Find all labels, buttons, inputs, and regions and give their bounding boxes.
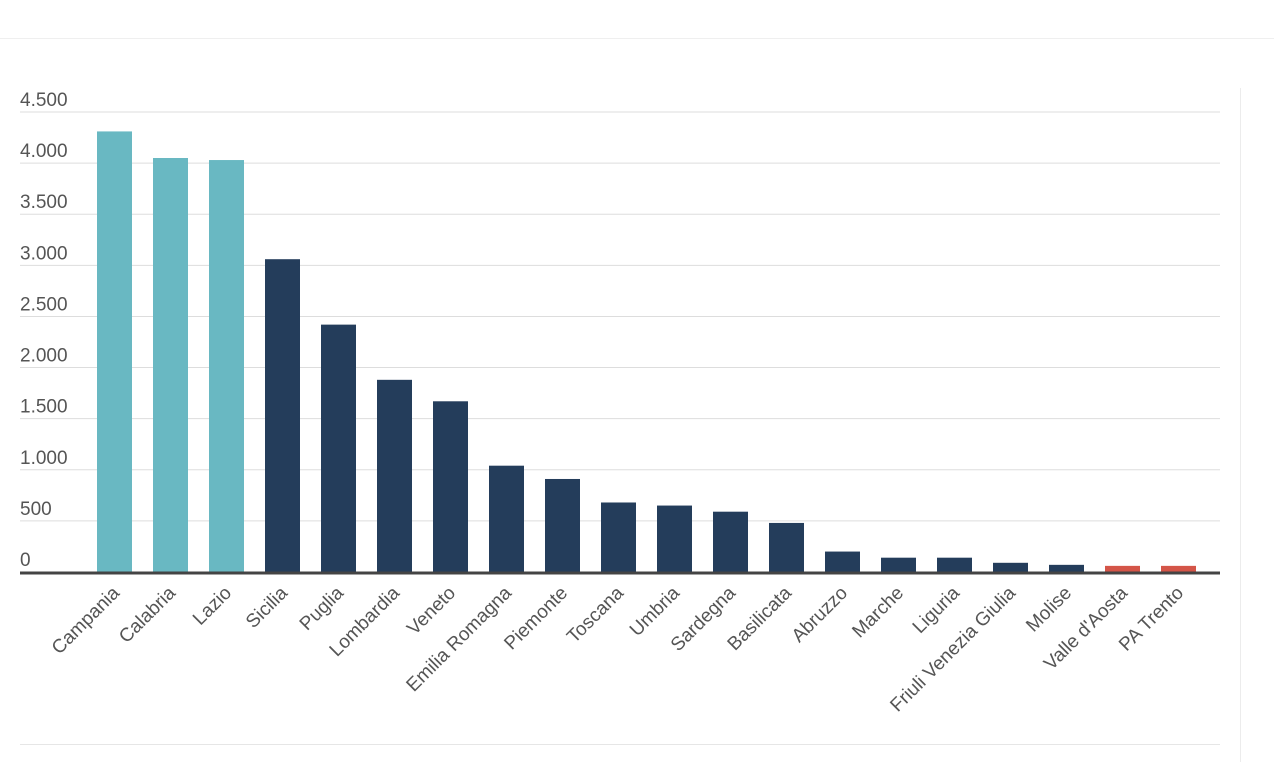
bar [601,502,636,572]
x-tick-label: Marche [848,583,908,643]
bar [377,379,412,572]
x-tick-label: Lazio [189,583,236,630]
x-tick-label: Liguria [909,582,964,637]
bar [769,522,804,572]
bar [265,259,300,572]
bar [657,505,692,572]
bar [97,131,132,572]
x-tick-label: Toscana [563,582,628,647]
x-tick-label: Campania [48,582,124,658]
side-divider [1240,88,1241,762]
bar [713,511,748,572]
bar [321,324,356,572]
bar [1161,565,1196,572]
bar [209,160,244,573]
bar [937,557,972,572]
x-tick-label: Veneto [403,583,460,640]
gridlines [20,111,1220,522]
bar [153,158,188,572]
y-tick-label: 3.000 [20,243,68,264]
y-tick-label: 2.000 [20,346,68,367]
bar [1105,565,1140,572]
y-tick-label: 3.500 [20,192,68,213]
x-tick-label: Calabria [115,582,180,647]
footer-divider [20,744,1220,745]
x-tick-label: Sicilia [242,582,292,632]
bar [433,401,468,572]
y-tick-label: 1.000 [20,448,68,469]
bar [489,465,524,572]
y-tick-label: 1.500 [20,397,68,418]
bar [825,551,860,572]
x-tick-label: Puglia [296,582,349,635]
y-tick-label: 500 [20,499,52,520]
y-tick-label: 2.500 [20,294,68,315]
y-axis-ticks: 0 500 1.000 1.500 2.000 2.500 3.000 3.500 4.000 4… [20,90,68,571]
x-tick-label: Molise [1022,583,1076,637]
y-tick-label: 4.000 [20,141,68,162]
bar [1049,564,1084,572]
header-divider [0,38,1274,39]
bar [545,478,580,572]
y-tick-label: 0 [20,550,31,571]
x-tick-label: Abruzzo [788,583,852,647]
bar [881,557,916,572]
bars [97,131,1196,573]
bar [993,562,1028,572]
y-tick-label: 4.500 [20,90,68,111]
